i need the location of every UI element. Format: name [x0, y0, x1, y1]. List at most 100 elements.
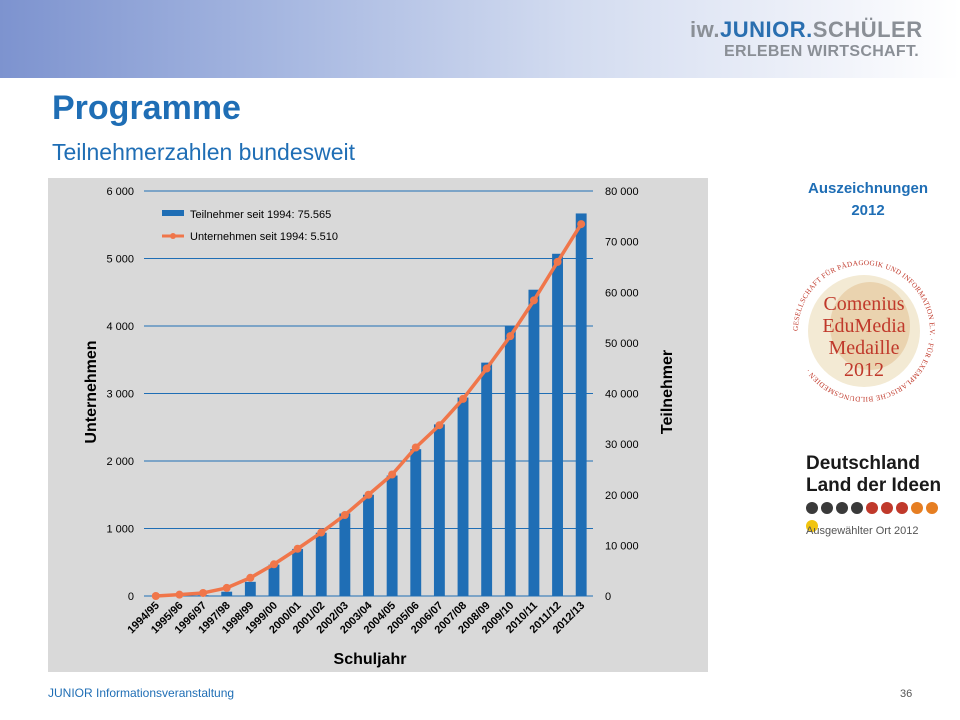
- header-band: [0, 0, 960, 78]
- awards-title-line-1: Auszeichnungen: [807, 180, 928, 197]
- bar: [433, 424, 445, 596]
- bar: [339, 513, 351, 596]
- right-tick-label: 70 000: [605, 237, 639, 249]
- line-point: [388, 470, 397, 479]
- chart-area: 0 1 000 2 000 3 000 4 000 5 000 6 000 0 10 000 2…: [48, 178, 708, 672]
- bar: [504, 326, 516, 596]
- line-point: [553, 257, 562, 266]
- line-point: [459, 394, 468, 403]
- right-tick-label: 40 000: [605, 389, 639, 401]
- comenius-medal-logo: GESELLSCHAFT FÜR PÄDAGOGIK UND INFORMATI…: [778, 256, 950, 406]
- bar: [528, 289, 540, 596]
- land-dot: [866, 502, 878, 514]
- left-tick-label: 1 000: [106, 524, 134, 536]
- land-line-1: Deutschland: [806, 453, 921, 474]
- legend-line-marker: [170, 233, 176, 239]
- footer-text: JUNIOR Informationsveranstaltung: [48, 686, 235, 700]
- line-point: [246, 573, 255, 582]
- comenius-line-3: Medaille: [828, 337, 899, 359]
- left-tick-label: 2 000: [106, 456, 134, 468]
- land-dot: [806, 520, 818, 532]
- line-point: [364, 490, 373, 499]
- bar: [315, 532, 327, 596]
- awards-title-line-2: 2012: [851, 202, 885, 219]
- legend-line-label: Unternehmen seit 1994: 5.510: [190, 231, 338, 243]
- land-dot: [821, 502, 833, 514]
- land-dot: [836, 502, 848, 514]
- x-axis-label: Schuljahr: [334, 651, 407, 668]
- bar: [552, 253, 563, 596]
- line-point: [222, 583, 231, 592]
- bar-series: [150, 213, 587, 596]
- comenius-line-4: 2012: [844, 359, 884, 381]
- line-point: [269, 560, 278, 569]
- land-dot: [911, 502, 923, 514]
- land-subtitle: Ausgewählter Ort 2012: [806, 525, 919, 537]
- bar: [244, 581, 256, 596]
- left-axis-ticks: 0 1 000 2 000 3 000 4 000 5 000 6 000: [106, 186, 134, 603]
- right-tick-label: 30 000: [605, 439, 639, 451]
- right-axis-ticks: 0 10 000 20 000 30 000 40 000 50 000 60 000 70 …: [605, 186, 639, 603]
- bar: [363, 494, 374, 596]
- x-axis-ticks: 1994/951995/961996/971997/981998/991999/…: [125, 599, 587, 636]
- bar: [221, 591, 233, 596]
- legend-bar-label: Teilnehmer seit 1994: 75.565: [190, 209, 331, 221]
- right-tick-label: 10 000: [605, 540, 639, 552]
- brand-prefix: iw.: [690, 17, 721, 42]
- right-tick-label: 50 000: [605, 338, 639, 350]
- awards-title: Auszeichnungen 2012: [770, 178, 960, 222]
- y2-axis-label: Teilnehmer: [659, 350, 676, 434]
- bar: [410, 449, 422, 596]
- right-tick-label: 60 000: [605, 287, 639, 299]
- brand-junior: JUNIOR.: [720, 17, 813, 42]
- line-point: [529, 296, 538, 305]
- line-point: [482, 364, 491, 373]
- land-dot: [881, 502, 893, 514]
- line-point: [175, 590, 184, 599]
- bar: [268, 564, 280, 596]
- land-dots: [806, 501, 950, 532]
- left-tick-label: 0: [128, 591, 134, 603]
- right-tick-label: 80 000: [605, 186, 639, 198]
- line-point: [151, 592, 160, 600]
- brand-suffix: SCHÜLER: [812, 17, 923, 42]
- brand-logo: iw.JUNIOR.SCHÜLER ERLEBEN WIRTSCHAFT.: [690, 18, 923, 62]
- line-point: [577, 220, 586, 229]
- line-point: [317, 528, 326, 537]
- land-dot: [896, 502, 908, 514]
- land-line-2: Land der Ideen: [806, 475, 942, 496]
- legend-bar-swatch: [162, 210, 184, 216]
- line-series: [151, 220, 586, 600]
- page-subtitle: Teilnehmerzahlen bundesweit: [52, 139, 356, 165]
- bar: [457, 397, 469, 596]
- left-tick-label: 6 000: [106, 186, 134, 198]
- bar: [292, 548, 304, 596]
- land-dot: [926, 502, 938, 514]
- page-number: 36: [900, 688, 913, 700]
- comenius-line-2: EduMedia: [822, 315, 905, 337]
- bar: [575, 213, 587, 596]
- land-dot: [806, 502, 818, 514]
- line-point: [506, 332, 515, 341]
- page-title: Programme: [52, 89, 241, 127]
- line-point: [199, 588, 208, 597]
- land-dot: [851, 502, 863, 514]
- left-tick-label: 3 000: [106, 389, 134, 401]
- line-point: [411, 443, 420, 452]
- line-point: [293, 544, 302, 553]
- left-tick-label: 5 000: [106, 254, 134, 266]
- bar: [481, 362, 493, 596]
- brand-line-2: ERLEBEN WIRTSCHAFT.: [724, 43, 920, 60]
- comenius-line-1: Comenius: [823, 293, 904, 315]
- y-axis-label: Unternehmen: [83, 340, 100, 443]
- legend: Teilnehmer seit 1994: 75.565 Unternehmen…: [162, 209, 338, 243]
- brand-line-1: iw.JUNIOR.SCHÜLER: [690, 18, 923, 42]
- right-tick-label: 20 000: [605, 490, 639, 502]
- left-tick-label: 4 000: [106, 321, 134, 333]
- land-der-ideen-logo: Deutschland Land der Ideen Ausgewählter …: [792, 425, 950, 575]
- bar: [386, 475, 398, 596]
- line-point: [340, 511, 349, 519]
- line-point: [435, 421, 444, 430]
- chart-svg: 0 1 000 2 000 3 000 4 000 5 000 6 000 0 10 000 2…: [83, 186, 676, 668]
- right-tick-label: 0: [605, 591, 611, 603]
